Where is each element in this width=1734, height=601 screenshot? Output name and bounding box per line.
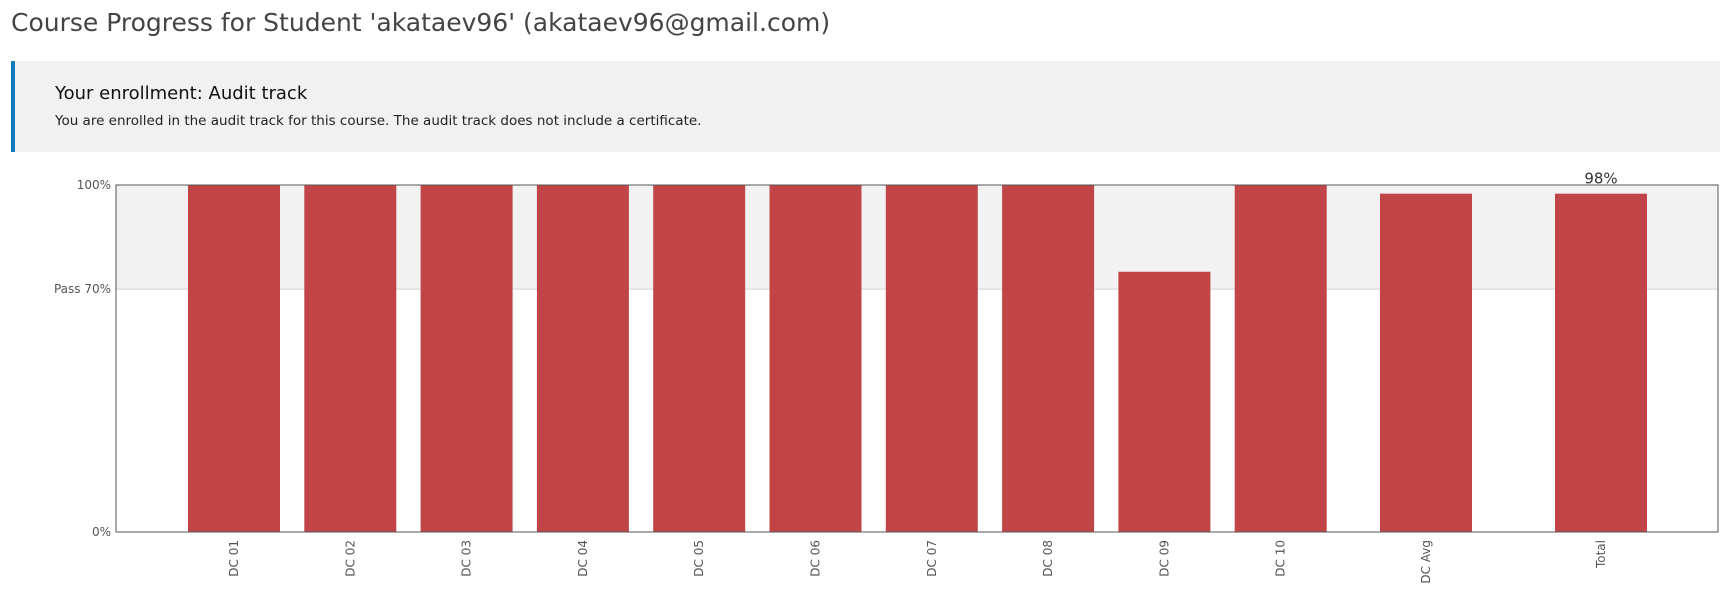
bar-total	[1555, 193, 1647, 533]
y-tick-label: 0%	[92, 525, 111, 539]
x-tick-label: DC 06	[809, 540, 823, 577]
data-label-total: 98%	[1584, 170, 1617, 188]
x-tick-label: DC 10	[1274, 540, 1288, 577]
bar-dc-01	[188, 185, 280, 532]
x-tick-label: DC 03	[460, 540, 474, 577]
page-title: Course Progress for Student 'akataev96' …	[11, 8, 831, 37]
progress-chart-svg: DC 01 DC 02 DC 03 DC 04 DC 05 DC 06 DC 07 DC 08…	[54, 170, 1719, 584]
bar-dc-02	[304, 185, 397, 532]
bar-dc-08	[1002, 185, 1095, 532]
x-tick-label: DC 01	[227, 540, 241, 577]
x-tick-label: DC 02	[343, 540, 357, 577]
bar-dc-10	[1234, 185, 1327, 532]
y-tick-label: Pass 70%	[54, 282, 111, 296]
bar-dc-avg	[1380, 193, 1472, 533]
x-tick-label: Total	[1594, 540, 1608, 569]
bar-dc-07	[885, 185, 978, 532]
x-tick-label: DC 05	[692, 540, 706, 577]
enrollment-message: You are enrolled in the audit track for …	[55, 113, 702, 129]
x-tick-label: DC 07	[925, 540, 939, 577]
x-tick-label: DC 09	[1157, 540, 1171, 577]
bar-dc-03	[420, 185, 513, 532]
bar-dc-06	[769, 185, 862, 532]
enrollment-notice: Your enrollment: Audit track You are enr…	[11, 61, 1720, 152]
y-tick-label: 100%	[77, 178, 111, 192]
x-tick-label: DC 04	[576, 540, 590, 577]
plot-frame	[115, 184, 1719, 533]
progress-chart: DC 01 DC 02 DC 03 DC 04 DC 05 DC 06 DC 07 DC 08…	[0, 170, 1734, 597]
enrollment-title: Your enrollment: Audit track	[55, 83, 308, 104]
bar-dc-09	[1118, 271, 1211, 532]
x-tick-label: DC Avg	[1419, 540, 1433, 584]
bar-dc-04	[536, 185, 629, 532]
x-tick-label: DC 08	[1041, 540, 1055, 577]
bar-dc-05	[653, 185, 746, 532]
